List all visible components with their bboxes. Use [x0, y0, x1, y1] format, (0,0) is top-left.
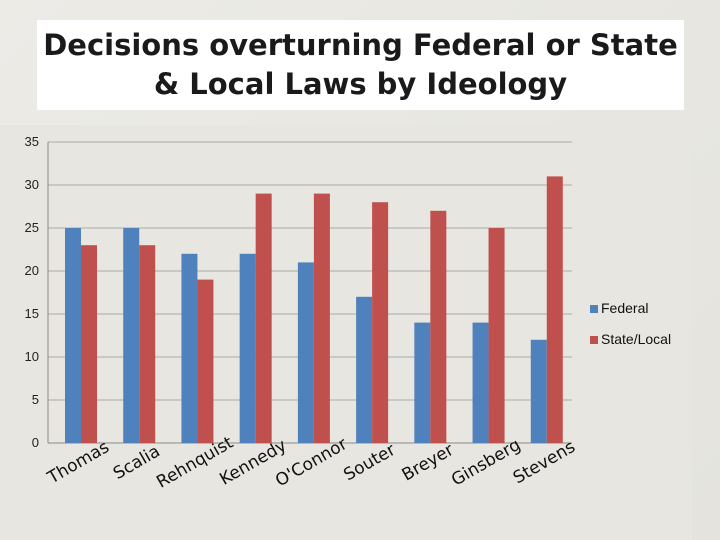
- legend-swatch: [590, 336, 598, 344]
- bar-state-local-kennedy: [255, 193, 272, 443]
- bar-state-local-oconnor: [313, 193, 330, 443]
- bar-federal-stevens: [530, 339, 547, 443]
- bar-state-local-breyer: [430, 210, 447, 443]
- y-tick-label: 10: [25, 349, 39, 364]
- bar-federal-souter: [356, 296, 373, 443]
- bar-state-local-rehnquist: [197, 279, 214, 443]
- legend-swatch: [590, 305, 598, 313]
- bar-federal-kennedy: [239, 253, 256, 443]
- y-tick-label: 20: [25, 263, 39, 278]
- y-tick-label: 5: [32, 392, 39, 407]
- bar-state-local-souter: [372, 202, 389, 443]
- legend-label: Federal: [601, 300, 648, 316]
- bar-federal-oconnor: [297, 262, 314, 443]
- bar-state-local-stevens: [546, 176, 563, 443]
- y-tick-label: 35: [25, 134, 39, 149]
- y-tick-label: 15: [25, 306, 39, 321]
- y-tick-label: 25: [25, 220, 39, 235]
- bar-federal-breyer: [414, 322, 431, 443]
- legend-label: State/Local: [601, 331, 671, 347]
- chart-panel: [0, 125, 692, 540]
- chart-title-line-1: Decisions overturning Federal or State: [43, 28, 678, 62]
- bar-federal-ginsberg: [472, 322, 489, 443]
- bar-federal-rehnquist: [181, 253, 198, 443]
- bar-state-local-ginsberg: [488, 228, 505, 443]
- bar-state-local-thomas: [81, 245, 97, 443]
- bar-federal-scalia: [123, 228, 140, 443]
- chart-title-line-2: & Local Laws by Ideology: [153, 67, 568, 101]
- y-tick-label: 30: [25, 177, 39, 192]
- chart-title: Decisions overturning Federal or State &…: [37, 20, 684, 110]
- bar-federal-thomas: [65, 228, 81, 443]
- y-tick-label: 0: [32, 435, 39, 450]
- bar-state-local-scalia: [139, 245, 156, 443]
